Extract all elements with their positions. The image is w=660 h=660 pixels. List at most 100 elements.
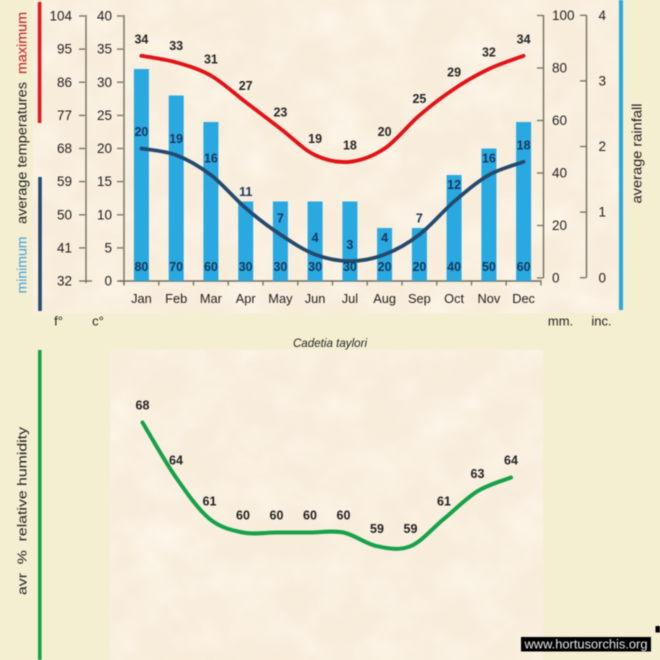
svg-text:59: 59 bbox=[57, 174, 72, 189]
svg-text:Cadetia taylori: Cadetia taylori bbox=[293, 337, 368, 350]
svg-text:70: 70 bbox=[169, 260, 183, 274]
svg-text:www.hortusorchis.org: www.hortusorchis.org bbox=[523, 638, 647, 652]
svg-text:c°: c° bbox=[92, 314, 104, 329]
svg-text:19: 19 bbox=[169, 132, 183, 146]
svg-text:27: 27 bbox=[239, 79, 253, 93]
svg-text:20: 20 bbox=[134, 125, 148, 139]
svg-text:35: 35 bbox=[97, 42, 112, 57]
svg-text:104: 104 bbox=[49, 9, 72, 24]
svg-text:3: 3 bbox=[599, 74, 607, 89]
svg-text:7: 7 bbox=[277, 211, 284, 225]
svg-text:16: 16 bbox=[204, 152, 218, 166]
svg-text:Aug: Aug bbox=[373, 291, 396, 306]
svg-text:4: 4 bbox=[381, 231, 388, 245]
svg-text:30: 30 bbox=[343, 260, 357, 274]
svg-text:59: 59 bbox=[370, 522, 384, 536]
svg-text:60: 60 bbox=[204, 260, 218, 274]
svg-text:4: 4 bbox=[312, 231, 319, 245]
svg-text:2: 2 bbox=[599, 139, 607, 154]
svg-text:mm.: mm. bbox=[548, 314, 573, 329]
svg-text:16: 16 bbox=[482, 152, 496, 166]
svg-text:inc.: inc. bbox=[591, 314, 611, 329]
svg-text:25: 25 bbox=[97, 108, 112, 123]
svg-text:Nov: Nov bbox=[478, 291, 501, 306]
svg-text:May: May bbox=[268, 291, 293, 306]
svg-text:Oct: Oct bbox=[444, 291, 464, 306]
svg-text:86: 86 bbox=[57, 75, 72, 90]
svg-text:7: 7 bbox=[416, 211, 423, 225]
svg-text:60: 60 bbox=[517, 260, 531, 274]
svg-text:f°: f° bbox=[54, 314, 63, 329]
svg-text:20: 20 bbox=[378, 125, 392, 139]
svg-text:60: 60 bbox=[552, 113, 567, 128]
svg-text:41: 41 bbox=[57, 241, 72, 256]
svg-text:minimum: minimum bbox=[15, 237, 30, 294]
svg-text:1: 1 bbox=[599, 205, 607, 220]
svg-text:avr % relative humidity: avr % relative humidity bbox=[15, 426, 30, 595]
svg-text:Feb: Feb bbox=[165, 291, 187, 306]
svg-text:32: 32 bbox=[482, 46, 496, 60]
svg-text:40: 40 bbox=[552, 166, 567, 181]
svg-text:Jul: Jul bbox=[342, 291, 358, 306]
svg-text:20: 20 bbox=[552, 218, 567, 233]
svg-text:80: 80 bbox=[552, 61, 567, 76]
svg-text:61: 61 bbox=[437, 495, 451, 509]
svg-text:11: 11 bbox=[239, 185, 252, 199]
svg-text:29: 29 bbox=[447, 66, 461, 80]
svg-text:18: 18 bbox=[343, 138, 357, 152]
svg-text:34: 34 bbox=[134, 33, 148, 47]
svg-text:34: 34 bbox=[517, 33, 531, 47]
svg-text:61: 61 bbox=[203, 495, 217, 509]
svg-text:30: 30 bbox=[97, 75, 112, 90]
svg-text:60: 60 bbox=[303, 508, 317, 522]
svg-text:64: 64 bbox=[504, 453, 518, 467]
svg-text:19: 19 bbox=[308, 132, 322, 146]
svg-text:18: 18 bbox=[517, 138, 531, 152]
svg-text:30: 30 bbox=[308, 260, 322, 274]
svg-text:0: 0 bbox=[104, 274, 112, 289]
svg-text:32: 32 bbox=[57, 274, 72, 289]
svg-text:10: 10 bbox=[97, 207, 112, 222]
svg-text:0: 0 bbox=[599, 270, 607, 285]
svg-text:20: 20 bbox=[412, 260, 426, 274]
svg-text:40: 40 bbox=[97, 9, 112, 24]
svg-text:23: 23 bbox=[273, 105, 287, 119]
svg-text:77: 77 bbox=[57, 108, 72, 123]
svg-text:100: 100 bbox=[552, 8, 575, 23]
svg-text:33: 33 bbox=[169, 39, 183, 53]
svg-text:Jun: Jun bbox=[305, 291, 326, 306]
svg-text:0: 0 bbox=[552, 271, 560, 286]
svg-text:5: 5 bbox=[104, 241, 112, 256]
svg-text:68: 68 bbox=[136, 398, 150, 412]
svg-text:80: 80 bbox=[134, 260, 148, 274]
svg-text:20: 20 bbox=[97, 141, 112, 156]
svg-text:64: 64 bbox=[169, 453, 183, 467]
svg-text:63: 63 bbox=[471, 467, 485, 481]
svg-text:50: 50 bbox=[482, 260, 496, 274]
svg-text:40: 40 bbox=[447, 260, 461, 274]
svg-text:68: 68 bbox=[57, 141, 72, 156]
svg-text:25: 25 bbox=[412, 92, 426, 106]
svg-text:30: 30 bbox=[273, 260, 287, 274]
svg-text:60: 60 bbox=[337, 508, 351, 522]
svg-text:average rainfall: average rainfall bbox=[630, 104, 645, 204]
svg-text:12: 12 bbox=[447, 178, 461, 192]
svg-text:Sep: Sep bbox=[408, 291, 431, 306]
svg-text:95: 95 bbox=[57, 42, 72, 57]
svg-text:Apr: Apr bbox=[236, 291, 257, 306]
svg-text:15: 15 bbox=[97, 174, 112, 189]
svg-text:Jan: Jan bbox=[131, 291, 152, 306]
svg-text:maximum: maximum bbox=[15, 12, 30, 74]
svg-text:31: 31 bbox=[204, 52, 218, 66]
svg-text:Dec: Dec bbox=[512, 291, 535, 306]
svg-text:60: 60 bbox=[270, 508, 284, 522]
svg-text:20: 20 bbox=[378, 260, 392, 274]
svg-text:3: 3 bbox=[346, 238, 353, 252]
svg-text:Mar: Mar bbox=[200, 291, 223, 306]
svg-text:average temperatures: average temperatures bbox=[15, 82, 30, 224]
svg-text:50: 50 bbox=[57, 207, 72, 222]
svg-text:59: 59 bbox=[404, 522, 418, 536]
svg-text:4: 4 bbox=[599, 8, 607, 23]
svg-text:60: 60 bbox=[236, 508, 250, 522]
svg-text:30: 30 bbox=[239, 260, 253, 274]
